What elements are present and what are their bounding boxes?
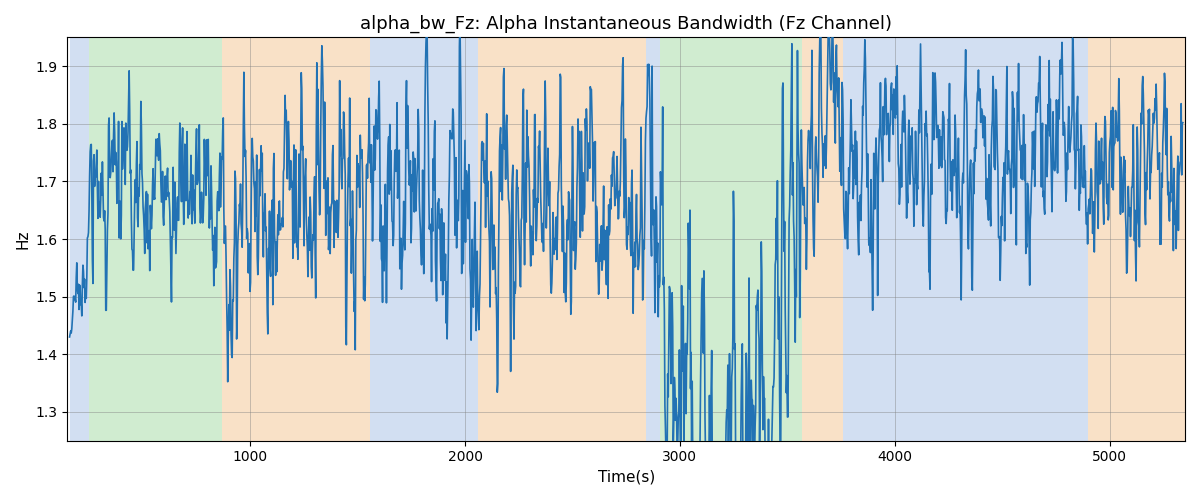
Y-axis label: Hz: Hz: [16, 230, 30, 249]
Bar: [478, 38, 646, 440]
Bar: [70, 38, 89, 440]
Bar: [660, 38, 803, 440]
Bar: [89, 38, 222, 440]
Bar: [222, 38, 371, 440]
Bar: [371, 38, 478, 440]
X-axis label: Time(s): Time(s): [598, 470, 655, 485]
Bar: [803, 38, 844, 440]
Bar: [646, 38, 660, 440]
Title: alpha_bw_Fz: Alpha Instantaneous Bandwidth (Fz Channel): alpha_bw_Fz: Alpha Instantaneous Bandwid…: [360, 15, 893, 34]
Bar: [844, 38, 1088, 440]
Bar: [1088, 38, 1186, 440]
